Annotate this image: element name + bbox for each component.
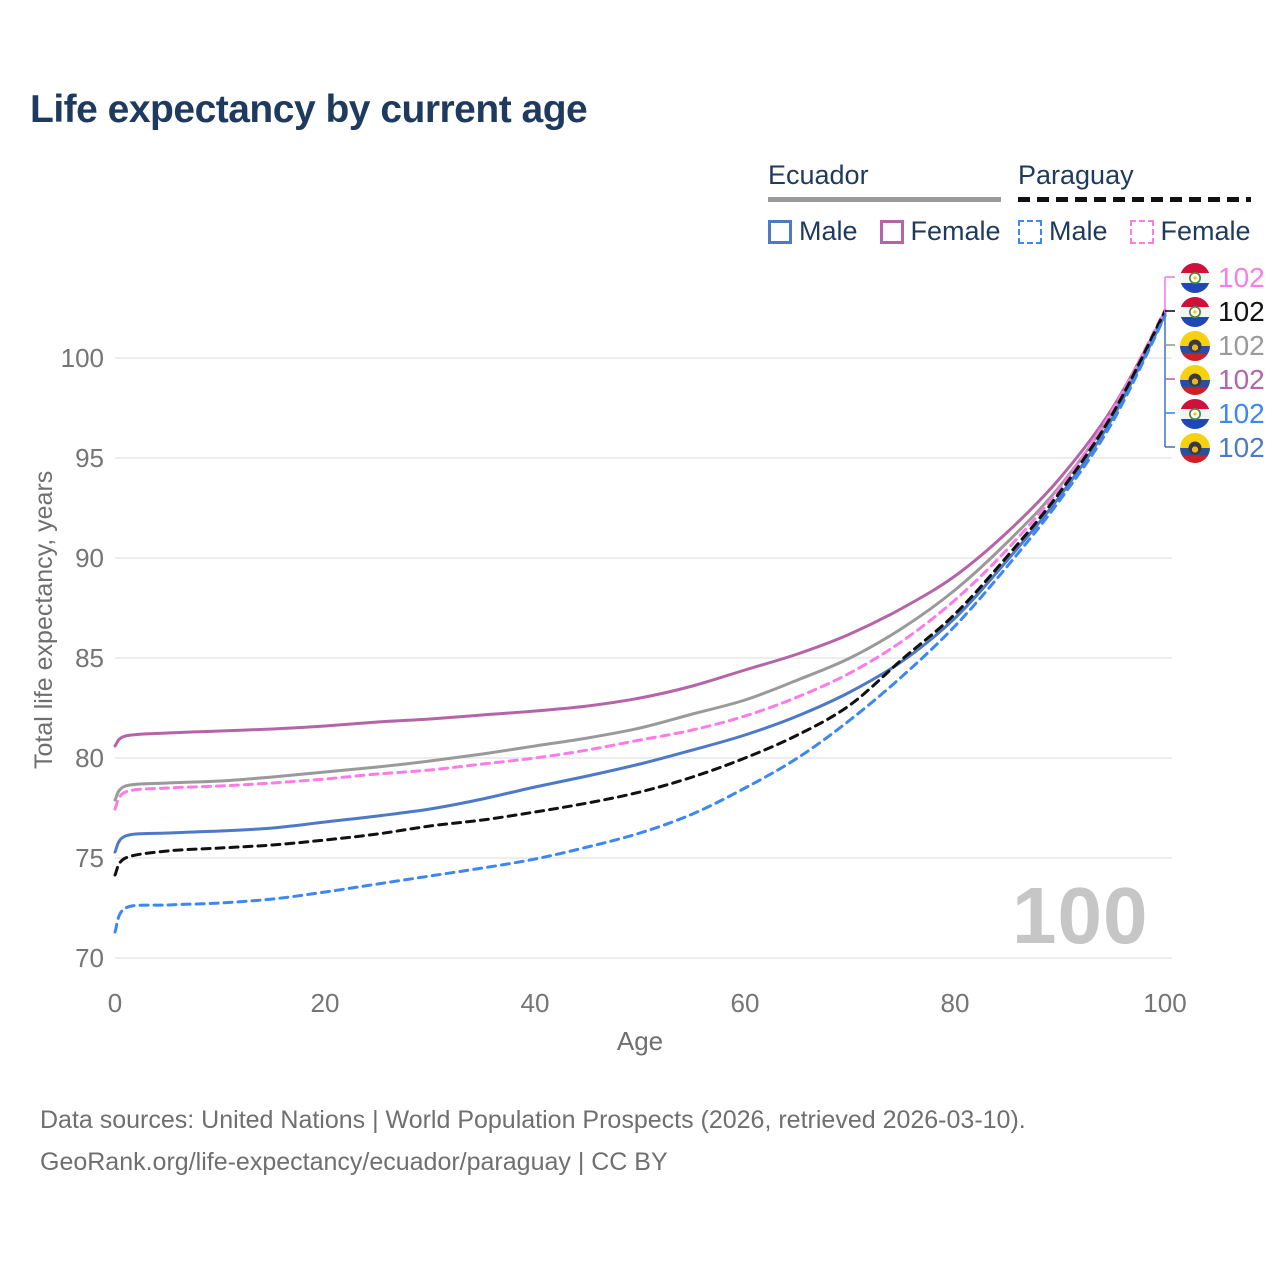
end-value: 102 xyxy=(1218,330,1265,361)
end-value: 102 xyxy=(1218,364,1265,395)
x-axis-title: Age xyxy=(616,1026,664,1056)
end-label-ecuador: 102 xyxy=(1180,330,1265,362)
end-label-paraguay-male: 102 xyxy=(1180,398,1265,430)
flag-emblem xyxy=(1188,339,1202,353)
age-watermark: 100 xyxy=(1012,871,1149,960)
legend-item-paraguay-male[interactable]: Male xyxy=(1018,216,1108,247)
paraguay-flag-icon xyxy=(1180,263,1210,293)
end-value: 102 xyxy=(1218,296,1265,327)
series-line-paraguay-male xyxy=(113,314,1167,934)
series-line-paraguay-female xyxy=(113,308,1167,811)
x-tick-label: 0 xyxy=(107,988,123,1018)
y-axis-title: Total life expectancy, years xyxy=(30,470,58,770)
ecuador-flag-icon xyxy=(1180,331,1210,361)
series-line-ecuador-male xyxy=(113,313,1167,854)
y-tick-label: 90 xyxy=(75,543,104,573)
y-tick-label: 95 xyxy=(75,443,104,473)
x-tick-label: 100 xyxy=(1143,988,1187,1018)
legend-group-ecuador: Ecuador Male Female xyxy=(768,160,1001,247)
data-sources-text: Data sources: United Nations | World Pop… xyxy=(40,1106,1026,1134)
flag-emblem xyxy=(1188,441,1202,455)
x-tick-label: 20 xyxy=(310,988,340,1018)
flag-emblem xyxy=(1189,306,1201,318)
end-value: 102 xyxy=(1218,262,1265,293)
flag-emblem xyxy=(1189,408,1201,420)
ecuador-solid-line-sample xyxy=(768,197,1001,202)
paraguay-flag-icon xyxy=(1180,297,1210,327)
y-tick-label: 80 xyxy=(75,743,104,773)
y-tick-label: 85 xyxy=(75,643,104,673)
end-label-ecuador-male: 102 xyxy=(1180,432,1265,464)
x-tick-label: 60 xyxy=(730,988,760,1018)
y-tick-label: 100 xyxy=(60,343,104,373)
series-line-ecuador-female xyxy=(113,311,1167,748)
x-tick-label: 80 xyxy=(940,988,970,1018)
legend-label: Male xyxy=(1049,216,1108,246)
paraguay-flag-icon xyxy=(1180,399,1210,429)
legend-item-ecuador-male[interactable]: Male xyxy=(768,216,858,247)
legend-item-ecuador-female[interactable]: Female xyxy=(879,216,1001,247)
series-line-paraguay xyxy=(113,309,1167,877)
end-label-ecuador-female: 102 xyxy=(1180,364,1265,396)
ecuador-female-swatch-icon xyxy=(879,219,904,244)
flag-emblem xyxy=(1189,272,1201,284)
attribution-link-text[interactable]: GeoRank.org/life-expectancy/ecuador/para… xyxy=(40,1148,668,1176)
y-tick-label: 75 xyxy=(75,843,104,873)
legend-group-paraguay: Paraguay Male Female xyxy=(1018,160,1251,247)
flag-emblem xyxy=(1188,373,1202,387)
legend-label: Female xyxy=(910,216,1001,246)
ecuador-flag-icon xyxy=(1180,365,1210,395)
legend-item-paraguay-female[interactable]: Female xyxy=(1129,216,1251,247)
y-tick-label: 70 xyxy=(75,943,104,973)
end-value: 102 xyxy=(1218,398,1265,429)
paraguay-female-swatch-icon xyxy=(1129,219,1154,244)
line-chart xyxy=(113,276,1175,959)
end-label-paraguay: 102 xyxy=(1180,296,1265,328)
legend-country-ecuador: Ecuador xyxy=(768,160,869,190)
end-label-paraguay-female: 102 xyxy=(1180,262,1265,294)
page-title: Life expectancy by current age xyxy=(30,88,588,131)
legend-country-paraguay: Paraguay xyxy=(1018,160,1134,190)
x-tick-label: 40 xyxy=(520,988,550,1018)
series-line-ecuador xyxy=(113,310,1167,802)
paraguay-male-swatch-icon xyxy=(1018,219,1042,244)
paraguay-dashed-line-sample xyxy=(1018,197,1251,202)
legend-label: Female xyxy=(1160,216,1251,246)
end-value: 102 xyxy=(1218,432,1265,463)
legend-label: Male xyxy=(799,216,858,246)
ecuador-flag-icon xyxy=(1180,433,1210,463)
ecuador-male-swatch-icon xyxy=(768,219,792,244)
